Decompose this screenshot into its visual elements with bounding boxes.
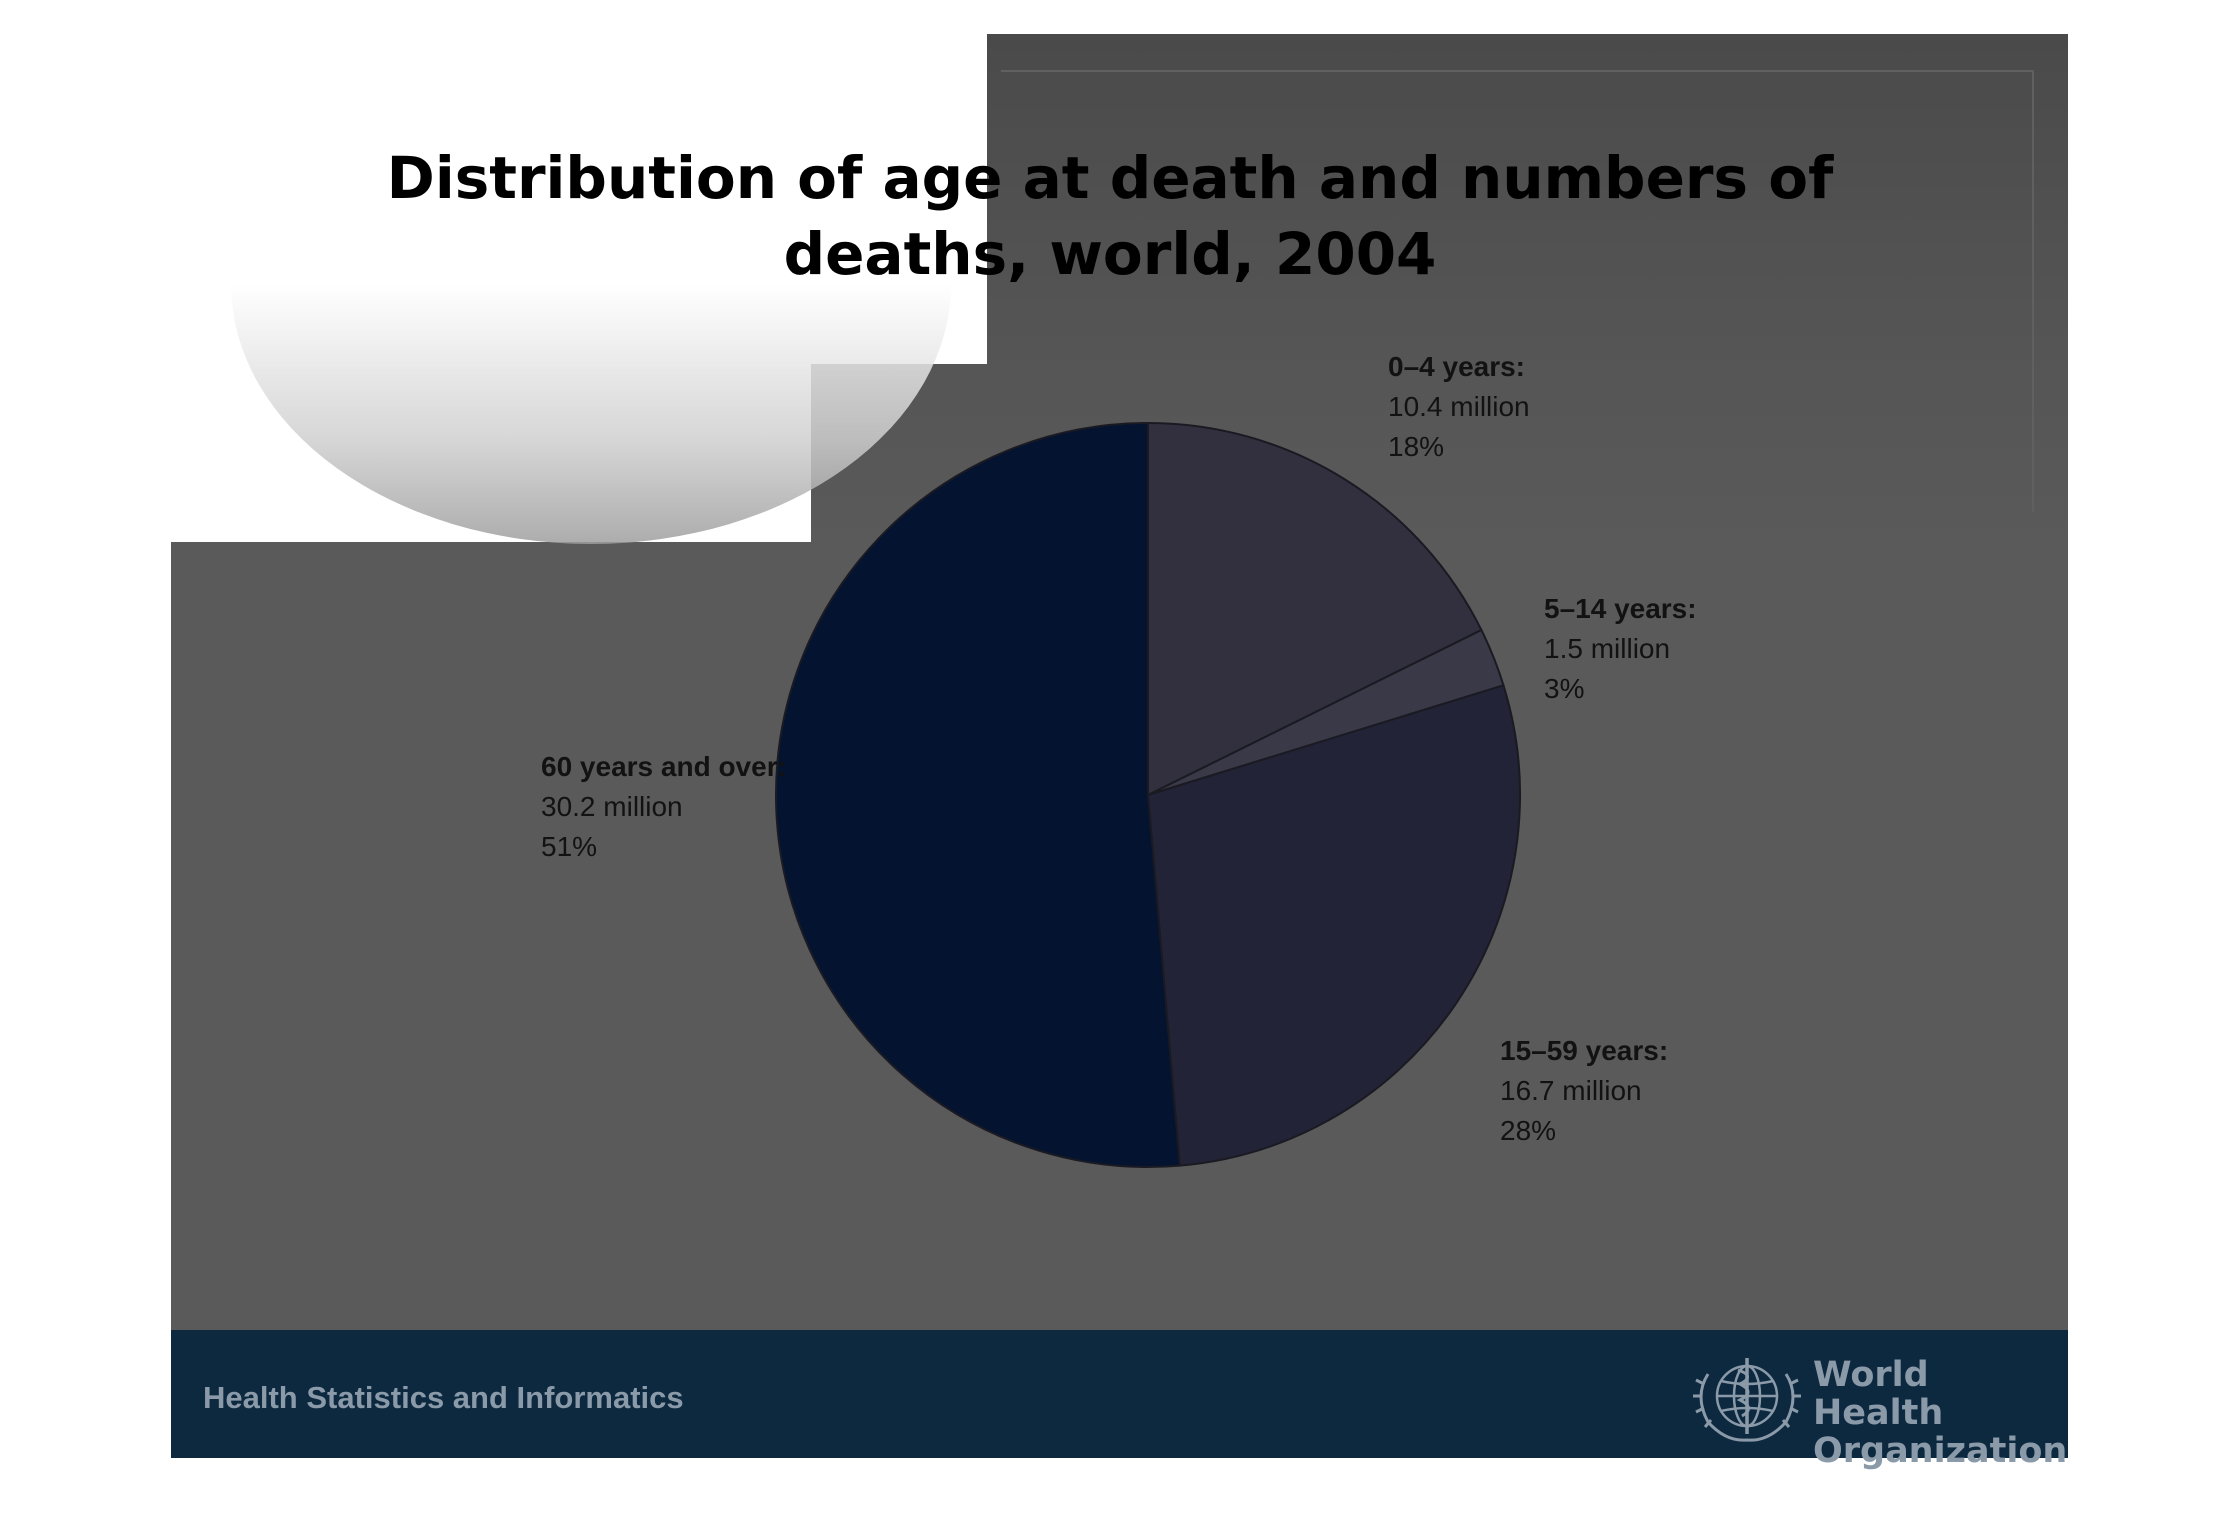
slice-label-5-14-years: 5–14 years: 1.5 million 3% xyxy=(1544,593,1697,704)
footer-department-text: Health Statistics and Informatics xyxy=(203,1380,684,1415)
chart-title: Distribution of age at death and numbers… xyxy=(360,140,1860,292)
pie-slice-60-years-and-over xyxy=(775,421,1181,1168)
slide xyxy=(171,34,2068,1458)
chart-title-line-2: deaths, world, 2004 xyxy=(783,220,1437,288)
slice-label-15-59-years: 15–59 years: 16.7 million 28% xyxy=(1500,1035,1668,1146)
pie-slice-0-4-years xyxy=(1147,421,1483,797)
slice-label-60-years-and-over: 60 years and over: 30.2 million 51% xyxy=(541,751,787,862)
label-0-4-years-name: 0–4 years: xyxy=(1388,351,1525,382)
chart-title-line-1: Distribution of age at death and numbers… xyxy=(386,144,1834,212)
label-60-years-value: 30.2 million xyxy=(541,791,683,822)
footer-bar: Health Statistics and Informatics World … xyxy=(171,1330,2068,1470)
label-5-14-years-name: 5–14 years: xyxy=(1544,593,1697,624)
who-organization-name: World Health Organization xyxy=(1813,1356,2068,1470)
label-15-59-years-name: 15–59 years: xyxy=(1500,1035,1668,1066)
label-60-years-percent: 51% xyxy=(541,831,597,862)
who-name-line-2: Organization xyxy=(1813,1431,2068,1471)
who-emblem-icon xyxy=(1693,1358,1801,1442)
label-5-14-years-percent: 3% xyxy=(1544,673,1584,704)
who-name-line-1: World Health xyxy=(1813,1355,1944,1433)
label-15-59-years-percent: 28% xyxy=(1500,1115,1556,1146)
pie-slices xyxy=(775,421,1521,1168)
label-5-14-years-value: 1.5 million xyxy=(1544,633,1670,664)
label-0-4-years-percent: 18% xyxy=(1388,431,1444,462)
label-60-years-name: 60 years and over: xyxy=(541,751,787,782)
label-0-4-years-value: 10.4 million xyxy=(1388,391,1530,422)
pie-slice-15-59-years xyxy=(1146,684,1521,1167)
slice-label-0-4-years: 0–4 years: 10.4 million 18% xyxy=(1388,351,1530,462)
header-frame-line xyxy=(1001,70,2034,512)
label-15-59-years-value: 16.7 million xyxy=(1500,1075,1642,1106)
